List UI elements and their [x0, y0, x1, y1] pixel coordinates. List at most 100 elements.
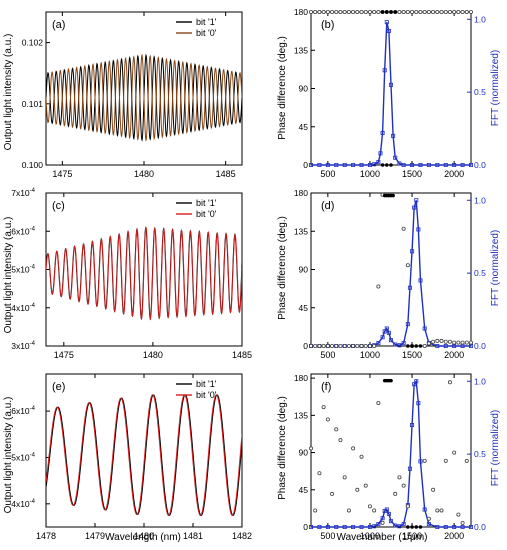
fft-marker-d: [397, 343, 402, 348]
phase-marker-f: [330, 491, 335, 496]
x-tick-label-d: 1500: [402, 350, 422, 360]
phase-marker-f: [439, 508, 444, 513]
panel-label-a: (a): [52, 19, 65, 31]
phase-marker-f: [367, 504, 372, 509]
y-tick-exp-c: -4: [30, 265, 36, 271]
fft-marker-b: [380, 130, 385, 135]
phase-solid-bottom-marker-d: [414, 344, 419, 348]
y-tick-exp-e: -4: [30, 499, 36, 505]
series-group-c: [46, 225, 242, 321]
fft-marker-f: [380, 516, 385, 521]
y-tick-label-f: 135: [294, 410, 308, 420]
fft-marker-b: [468, 162, 473, 167]
fft-marker-d: [405, 322, 410, 327]
y2-tick-label-b: 0.5: [474, 87, 486, 97]
panel-a: 1475 1480 1485 0.100 0.101 0.102 (a) bit '1'bit…: [22, 11, 243, 179]
y2-tick-label-b: 0.0: [474, 160, 486, 170]
phase-marker-b: [346, 10, 351, 14]
fft-marker-b: [325, 162, 330, 167]
phase-marker-d: [468, 340, 473, 345]
y-tick-label-e: 6x10-4: [11, 406, 35, 416]
phase-marker-b: [372, 10, 377, 14]
fft-marker-d: [401, 341, 406, 346]
phase-marker-d: [464, 340, 469, 345]
y-tick-label-d: 0: [303, 341, 308, 351]
fft-marker-d: [422, 326, 427, 331]
y2-tick-label-d: 0.0: [474, 341, 486, 351]
panel-label-d: (d): [321, 200, 334, 212]
phase-marker-d: [439, 338, 444, 343]
y-tick-label-f: 0: [303, 522, 308, 532]
panel-e: 1478 1479 1480 1481 1482 4x10-4 5x10-4 6x10-4 (e…: [11, 373, 252, 541]
phase-marker-d: [363, 343, 368, 348]
phase-solid-bottom-marker-f: [410, 525, 414, 529]
phase-marker-b: [443, 10, 448, 14]
phase-marker-d: [359, 343, 364, 348]
y-tick-exp-e: -4: [30, 452, 36, 458]
fft-marker-d: [388, 338, 393, 343]
panel-label-c: (c): [52, 200, 65, 212]
phase-marker-b: [355, 10, 360, 14]
phase-marker-d: [435, 338, 440, 343]
fft-marker-f: [351, 525, 356, 529]
right-xlabel: Wavenumber (1/μm): [337, 532, 428, 543]
phase-marker-f: [405, 504, 410, 509]
phase-marker-d: [422, 343, 427, 348]
y-tick-label-f: 180: [294, 373, 308, 383]
phase-marker-d: [351, 343, 356, 348]
x-tick-label-a: 1480: [134, 169, 154, 179]
fft-marker-f: [426, 522, 431, 527]
series-line-a-1: [46, 53, 242, 142]
fft-marker-f: [342, 525, 347, 529]
phase-marker-f: [355, 487, 360, 492]
x-tick-label-c: 1475: [54, 350, 74, 360]
fft-marker-d: [412, 205, 417, 210]
x-tick-label-f: 500: [320, 531, 335, 541]
x-tick-label-b: 1000: [360, 169, 380, 179]
phase-solid-bottom-marker-b: [384, 163, 389, 167]
fft-marker-b: [372, 162, 377, 167]
y-tick-label-f: 45: [299, 485, 309, 495]
fft-marker-d: [384, 326, 389, 331]
phase-marker-d: [338, 343, 343, 348]
panel-label-f: (f): [321, 381, 331, 393]
fft-marker-b: [452, 162, 457, 167]
phase-solid-bottom-marker-d: [418, 344, 423, 348]
x-tick-label-e: 1478: [36, 531, 56, 541]
y-tick-label-b: 90: [299, 84, 309, 94]
phase-marker-d: [405, 263, 410, 268]
fft-marker-f: [397, 524, 402, 529]
phase-marker-b: [330, 10, 335, 14]
fft-marker-b: [317, 162, 322, 167]
fft-marker-f: [317, 525, 322, 529]
phase-marker-b: [401, 10, 406, 14]
fft-marker-d: [376, 341, 381, 346]
right-ylabel-d: Phase difference (deg.): [277, 216, 288, 320]
y-tick-label-e: 5x10-4: [11, 452, 35, 462]
fft-marker-d: [393, 342, 398, 347]
phase-marker-d: [367, 343, 372, 348]
series-group-b: [309, 10, 473, 167]
fft-marker-f: [372, 524, 377, 529]
phase-marker-b: [426, 10, 431, 14]
y-tick-label-d: 135: [294, 226, 308, 236]
phase-solid-bottom-marker-d: [410, 344, 414, 348]
fft-marker-d: [382, 329, 387, 334]
fft-marker-d: [410, 249, 415, 254]
phase-marker-f: [309, 446, 313, 451]
fft-line-d: [311, 200, 471, 347]
x-tick-label-e: 1481: [183, 531, 203, 541]
fft-marker-f: [468, 525, 473, 529]
right-ylabel-f: Phase difference (deg.): [277, 396, 288, 500]
phase-marker-f: [422, 458, 427, 463]
y2-tick-label-f: 1.0: [474, 376, 486, 386]
fft-marker-f: [443, 525, 448, 529]
phase-marker-b: [334, 10, 339, 14]
right-ylabel-b: Phase difference (deg.): [277, 36, 288, 140]
phase-marker-b: [414, 10, 419, 14]
y-tick-label-f: 90: [299, 448, 309, 458]
phase-marker-b: [456, 10, 461, 14]
phase-marker-f: [443, 458, 448, 463]
